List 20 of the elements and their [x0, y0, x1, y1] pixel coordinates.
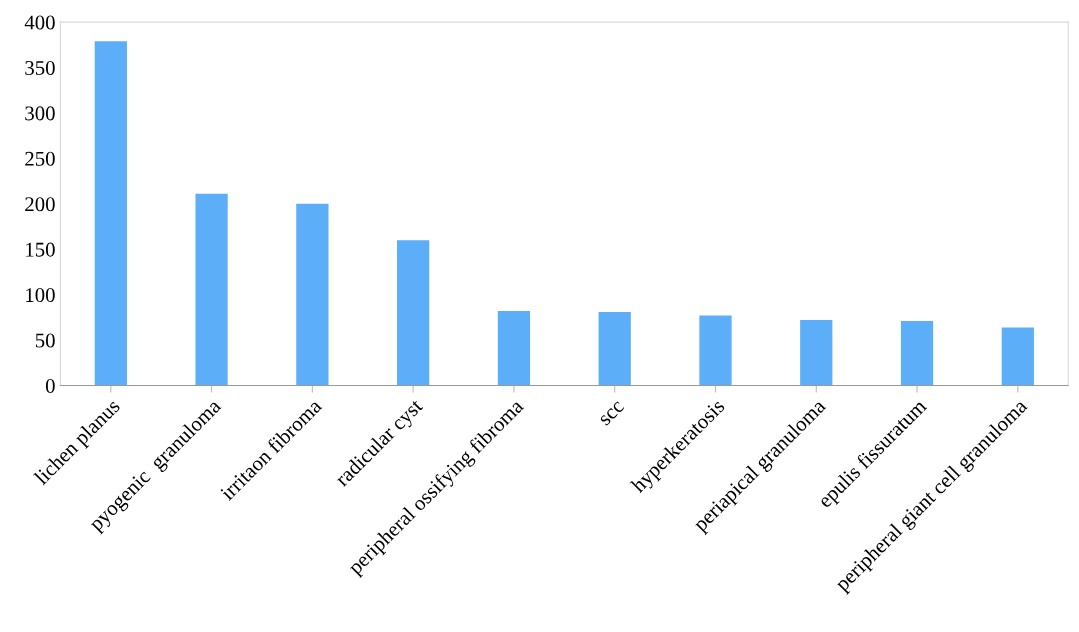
- bar: [1001, 327, 1034, 386]
- bar: [900, 321, 934, 386]
- y-tick-label: 300: [25, 106, 55, 121]
- y-tick-label: 400: [24, 15, 55, 30]
- bar: [699, 315, 732, 386]
- y-tick-label: 350: [25, 60, 55, 75]
- y-tick-label: 150: [26, 242, 55, 257]
- bar: [397, 240, 430, 386]
- bar: [800, 320, 833, 386]
- bar: [94, 41, 127, 386]
- bar: [296, 203, 329, 386]
- y-tick-label: 100: [26, 288, 55, 303]
- y-tick-label: 250: [25, 151, 55, 166]
- bar: [195, 193, 228, 386]
- x-tick-label: scc: [599, 401, 625, 426]
- y-tick-label: 200: [25, 197, 55, 212]
- y-tick-label: 50: [35, 333, 55, 348]
- bar: [497, 311, 531, 386]
- y-tick-label: 0: [45, 378, 55, 393]
- bar: [598, 311, 631, 386]
